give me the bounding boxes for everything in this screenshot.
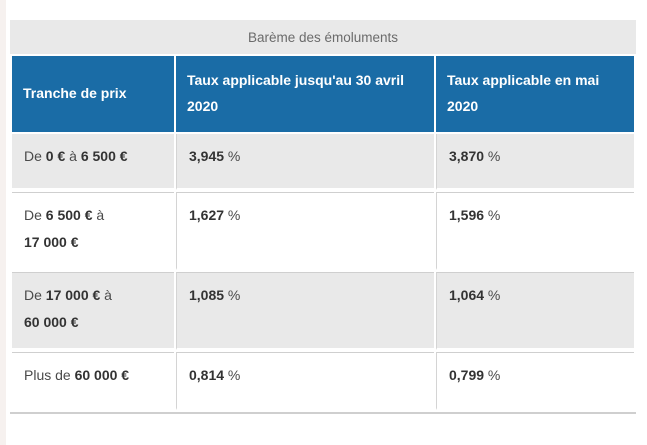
- col-header-taux-avril: Taux applicable jusqu'au 30 avril 2020: [176, 56, 434, 132]
- percent-sign: %: [484, 207, 501, 223]
- rate-value: 3,870: [449, 148, 485, 164]
- tranche-connector: à: [65, 148, 81, 164]
- rate-value: 1,085: [189, 287, 225, 303]
- rate-april-cell: 1,085 %: [176, 272, 434, 350]
- rate-april-cell: 3,945 %: [176, 134, 434, 190]
- rate-april-cell: 1,627 %: [176, 192, 434, 270]
- tranche-connector: à: [100, 287, 112, 303]
- percent-sign: %: [484, 287, 501, 303]
- percent-sign: %: [224, 287, 241, 303]
- tranche-connector: à: [92, 207, 105, 223]
- rate-may-cell: 1,596 %: [436, 192, 634, 270]
- rate-may-cell: 1,064 %: [436, 272, 634, 350]
- tranche-prefix: De: [24, 287, 46, 303]
- tranche-amount: 17 000 €: [24, 234, 79, 251]
- percent-sign: %: [224, 207, 241, 223]
- percent-sign: %: [224, 148, 241, 164]
- rate-may-cell: 3,870 %: [436, 134, 634, 190]
- percent-sign: %: [484, 148, 501, 164]
- rate-value: 0,799: [449, 367, 485, 383]
- rate-value: 0,814: [189, 367, 225, 383]
- page-left-edge: [0, 0, 6, 445]
- col-header-tranche: Tranche de prix: [12, 56, 174, 132]
- rate-value: 1,627: [189, 207, 225, 223]
- bareme-table: Barème des émoluments Tranche de prix Ta…: [10, 20, 636, 414]
- table-row: De 0 € à 6 500 € 3,945 % 3,870 %: [12, 134, 634, 190]
- rate-april-cell: 0,814 %: [176, 352, 434, 410]
- tranche-prefix: Plus de: [24, 367, 75, 383]
- table-row: De 17 000 € à 60 000 € 1,085 % 1,064 %: [12, 272, 634, 350]
- table-row: De 6 500 € à 17 000 € 1,627 % 1,596 %: [12, 192, 634, 270]
- tranche-amount: 60 000 €: [74, 367, 130, 383]
- tranche-cell: De 0 € à 6 500 €: [12, 134, 174, 190]
- tranche-cell: De 6 500 € à 17 000 €: [12, 192, 174, 270]
- tranche-cell: Plus de 60 000 €: [12, 352, 174, 410]
- col-header-taux-mai: Taux applicable en mai 2020: [436, 56, 634, 132]
- rate-value: 1,064: [449, 287, 485, 303]
- tranche-cell: De 17 000 € à 60 000 €: [12, 272, 174, 350]
- tranche-amount: 6 500 €: [80, 148, 128, 164]
- tranche-amount: 0 €: [45, 148, 66, 164]
- tranche-prefix: De: [24, 148, 46, 164]
- header-row: Tranche de prix Taux applicable jusqu'au…: [12, 56, 634, 132]
- table-row: Plus de 60 000 € 0,814 % 0,799 %: [12, 352, 634, 410]
- percent-sign: %: [224, 367, 241, 383]
- rate-value: 3,945: [189, 148, 225, 164]
- tranche-amount: 60 000 €: [24, 314, 79, 331]
- table-container: Barème des émoluments Tranche de prix Ta…: [10, 20, 636, 414]
- rate-value: 1,596: [449, 207, 485, 223]
- tranche-amount: 6 500 €: [45, 207, 93, 223]
- percent-sign: %: [484, 367, 501, 383]
- tranche-amount: 17 000 €: [45, 287, 101, 303]
- rate-may-cell: 0,799 %: [436, 352, 634, 410]
- table-caption: Barème des émoluments: [10, 20, 636, 54]
- tranche-prefix: De: [24, 207, 46, 223]
